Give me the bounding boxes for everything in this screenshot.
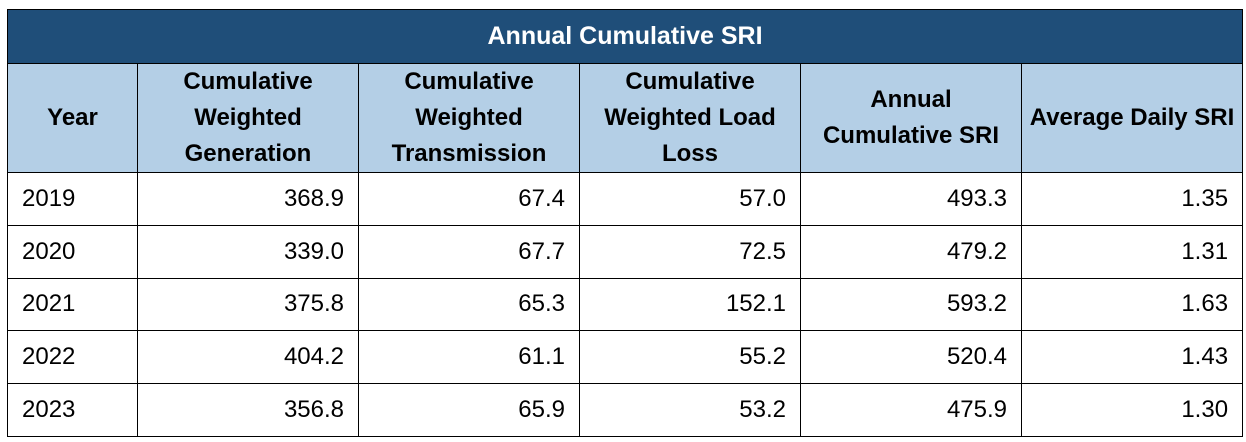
table-header-row: Year Cumulative Weighted Generation Cumu… <box>7 63 1244 173</box>
generation-cell: 339.0 <box>137 224 359 279</box>
table-row: 2019 368.9 67.4 57.0 493.3 1.35 <box>7 172 1244 226</box>
column-header-annual-sri: Annual Cumulative SRI <box>800 63 1022 173</box>
transmission-cell: 65.3 <box>358 277 580 332</box>
transmission-cell: 67.7 <box>358 224 580 279</box>
column-header-year: Year <box>7 63 138 173</box>
daily-sri-cell: 1.30 <box>1020 383 1244 437</box>
table-title-row: Annual Cumulative SRI <box>6 9 1244 64</box>
load-loss-cell: 152.1 <box>579 277 801 332</box>
year-cell: 2020 <box>7 224 138 279</box>
table-row: 2022 404.2 61.1 55.2 520.4 1.43 <box>7 330 1244 385</box>
column-header-generation: Cumulative Weighted Generation <box>137 63 359 173</box>
daily-sri-cell: 1.31 <box>1020 224 1244 279</box>
load-loss-cell: 57.0 <box>579 172 801 226</box>
generation-cell: 356.8 <box>137 383 359 437</box>
year-cell: 2023 <box>7 383 138 437</box>
transmission-cell: 67.4 <box>358 172 580 226</box>
load-loss-cell: 53.2 <box>579 383 801 437</box>
table-row: 2023 356.8 65.9 53.2 475.9 1.30 <box>7 383 1244 437</box>
annual-sri-cell: 479.2 <box>800 224 1022 279</box>
year-cell: 2021 <box>7 277 138 332</box>
transmission-cell: 65.9 <box>358 383 580 437</box>
daily-sri-cell: 1.43 <box>1020 330 1244 385</box>
annual-cumulative-sri-table: Annual Cumulative SRI Year Cumulative We… <box>6 9 1244 437</box>
annual-sri-cell: 520.4 <box>800 330 1022 385</box>
annual-sri-cell: 475.9 <box>800 383 1022 437</box>
year-cell: 2019 <box>7 172 138 226</box>
generation-cell: 375.8 <box>137 277 359 332</box>
annual-sri-cell: 493.3 <box>800 172 1022 226</box>
generation-cell: 404.2 <box>137 330 359 385</box>
daily-sri-cell: 1.63 <box>1020 277 1244 332</box>
daily-sri-cell: 1.35 <box>1020 172 1244 226</box>
year-cell: 2022 <box>7 330 138 385</box>
table-row: 2021 375.8 65.3 152.1 593.2 1.63 <box>7 277 1244 332</box>
column-header-load-loss: Cumulative Weighted Load Loss <box>579 63 801 173</box>
generation-cell: 368.9 <box>137 172 359 226</box>
annual-sri-cell: 593.2 <box>800 277 1022 332</box>
column-header-transmission: Cumulative Weighted Transmission <box>358 63 580 173</box>
table-title: Annual Cumulative SRI <box>6 9 1244 64</box>
column-header-daily-sri: Average Daily SRI <box>1020 63 1244 173</box>
load-loss-cell: 72.5 <box>579 224 801 279</box>
load-loss-cell: 55.2 <box>579 330 801 385</box>
table-row: 2020 339.0 67.7 72.5 479.2 1.31 <box>7 224 1244 279</box>
transmission-cell: 61.1 <box>358 330 580 385</box>
